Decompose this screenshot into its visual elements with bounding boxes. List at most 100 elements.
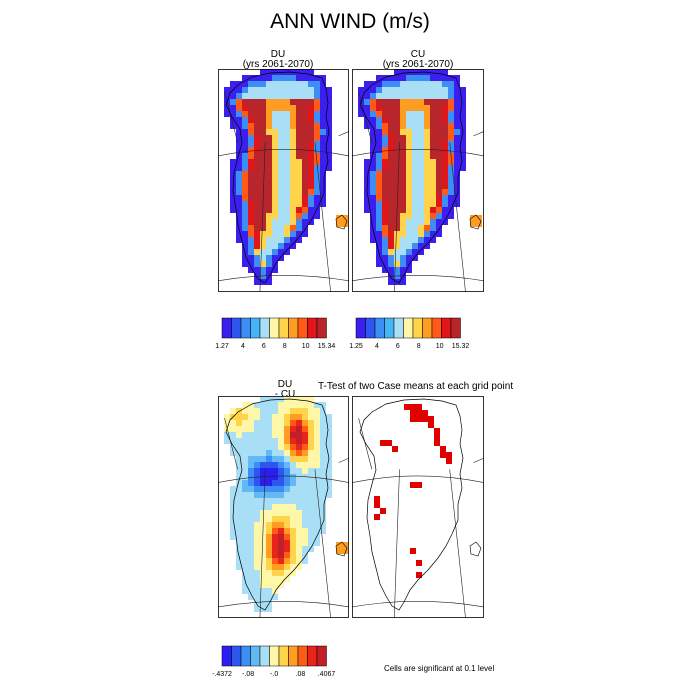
grid-cell — [290, 486, 296, 492]
grid-cell — [248, 564, 254, 570]
grid-cell — [320, 408, 326, 414]
grid-cell — [296, 123, 302, 129]
grid-cell — [242, 201, 248, 207]
grid-cell — [376, 207, 382, 213]
grid-cell — [394, 183, 400, 189]
grid-cell — [230, 111, 236, 117]
grid-cell — [248, 408, 254, 414]
grid-cell — [314, 420, 320, 426]
grid-cell — [242, 588, 248, 594]
panel-frame — [218, 69, 349, 292]
grid-cell — [290, 408, 296, 414]
grid-cell — [296, 231, 302, 237]
grid-cell — [284, 243, 290, 249]
grid-cell — [260, 75, 266, 81]
grid-cell — [236, 534, 242, 540]
grid-cell — [278, 546, 284, 552]
grid-cell — [236, 516, 242, 522]
grid-cell — [290, 492, 296, 498]
grid-cell — [260, 165, 266, 171]
panel-frame — [352, 69, 484, 292]
grid-cell — [326, 438, 332, 444]
grid-cell — [342, 548, 348, 554]
grid-cell — [296, 213, 302, 219]
grid-cell — [320, 510, 326, 516]
grid-cell — [436, 189, 442, 195]
grid-cell — [260, 492, 266, 498]
grid-cell — [400, 231, 406, 237]
grid-cell — [442, 87, 448, 93]
coastline — [225, 398, 330, 611]
grid-cell — [284, 177, 290, 183]
grid-cell — [278, 129, 284, 135]
grid-cell — [266, 159, 272, 165]
grid-cell — [454, 87, 460, 93]
grid-cell — [266, 177, 272, 183]
grid-cell — [254, 129, 260, 135]
grid-cell — [418, 189, 424, 195]
grid-cell — [266, 237, 272, 243]
grid-cell — [302, 87, 308, 93]
grid-cell — [266, 432, 272, 438]
grid-cell — [272, 552, 278, 558]
grid-cell — [370, 165, 376, 171]
grid-cell — [320, 81, 326, 87]
grid-cell — [302, 105, 308, 111]
grid-cell — [460, 87, 466, 93]
grid-cell — [326, 426, 332, 432]
grid-cell — [320, 444, 326, 450]
grid-cell — [308, 480, 314, 486]
grid-cell — [376, 159, 382, 165]
grid-cell — [308, 99, 314, 105]
grid-cell — [308, 456, 314, 462]
grid-cell — [302, 171, 308, 177]
grid-cell — [296, 69, 302, 75]
colorbar-box — [307, 317, 318, 339]
grid-cell — [302, 396, 308, 402]
grid-cell — [320, 123, 326, 129]
grid-cell — [236, 426, 242, 432]
grid-cell — [290, 480, 296, 486]
grid-cell — [412, 189, 418, 195]
colorbar-tick-label: 8 — [417, 343, 421, 350]
grid-cell — [254, 213, 260, 219]
grid-cell — [448, 147, 454, 153]
grid-cell — [302, 231, 308, 237]
grid-cell — [242, 111, 248, 117]
grid-cell — [388, 81, 394, 87]
grid-cell — [284, 141, 290, 147]
grid-cell — [302, 165, 308, 171]
grid-cell — [326, 153, 332, 159]
grid-cell — [248, 171, 254, 177]
grid-cell — [436, 171, 442, 177]
grid-cell — [254, 462, 260, 468]
grid-cell — [376, 243, 382, 249]
grid-cell — [454, 147, 460, 153]
grid-cell — [382, 129, 388, 135]
grid-cell — [272, 582, 278, 588]
grid-cell — [406, 183, 412, 189]
grid-cell — [254, 249, 260, 255]
grid-cell — [236, 492, 242, 498]
grid-cell — [296, 462, 302, 468]
grid-cell — [290, 450, 296, 456]
grid-cell — [400, 279, 406, 285]
grid-cell — [242, 219, 248, 225]
grid-cell — [254, 231, 260, 237]
grid-cell — [242, 438, 248, 444]
grid-cell — [314, 438, 320, 444]
grid-cell — [320, 87, 326, 93]
grid-cell — [278, 450, 284, 456]
grid-cell — [272, 135, 278, 141]
grid-cell — [272, 213, 278, 219]
grid-cell — [254, 444, 260, 450]
grid-cell — [284, 438, 290, 444]
grid-cell — [278, 207, 284, 213]
grid-cell — [314, 426, 320, 432]
grid-cell — [242, 528, 248, 534]
iceland-coast — [335, 214, 348, 230]
grid-cell — [302, 225, 308, 231]
grid-cell — [254, 87, 260, 93]
grid-cell — [424, 207, 430, 213]
grid-cell — [230, 201, 236, 207]
